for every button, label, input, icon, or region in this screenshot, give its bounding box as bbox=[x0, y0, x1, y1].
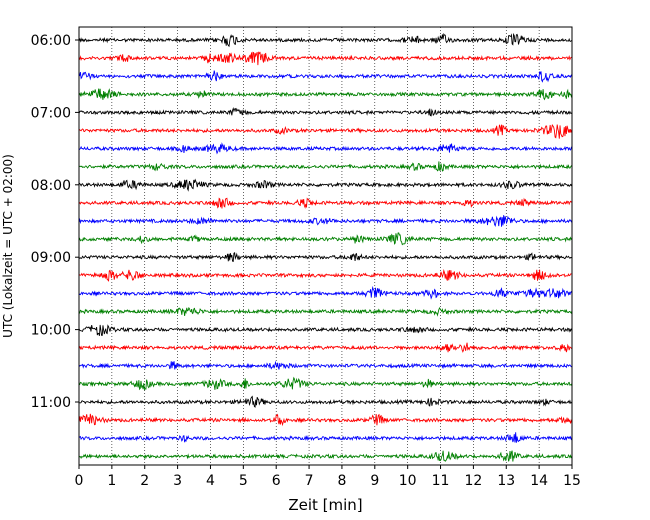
trace-0900 bbox=[78, 251, 573, 263]
grid-lines bbox=[111, 27, 540, 465]
x-tick-label: 12 bbox=[464, 473, 482, 489]
trace-0645 bbox=[78, 88, 573, 101]
x-tick-label: 5 bbox=[239, 473, 248, 489]
x-ticks: 0 1 2 3 4 5 6 7 8 9 10 11 12 13 14 15 bbox=[75, 465, 581, 489]
trace-1000 bbox=[78, 324, 573, 336]
x-tick-label: 11 bbox=[432, 473, 450, 489]
x-tick-label: 13 bbox=[497, 473, 515, 489]
trace-0915 bbox=[78, 268, 573, 282]
x-tick-label: 15 bbox=[563, 473, 581, 489]
x-tick-label: 2 bbox=[140, 473, 149, 489]
x-tick-label: 7 bbox=[305, 473, 314, 489]
trace-0815 bbox=[78, 197, 573, 209]
trace-0745 bbox=[78, 161, 573, 172]
y-tick-label: 08:00 bbox=[31, 178, 71, 194]
trace-0945 bbox=[78, 306, 573, 317]
plot-frame bbox=[78, 26, 573, 466]
trace-0715 bbox=[78, 124, 573, 139]
y-tick-label: 07:00 bbox=[31, 105, 71, 121]
x-tick-label: 3 bbox=[173, 473, 182, 489]
y-ticks: 06:00 07:00 08:00 09:00 10:00 11:00 bbox=[31, 33, 79, 411]
trace-0700 bbox=[78, 107, 573, 117]
trace-0845 bbox=[78, 232, 573, 246]
trace-1030 bbox=[78, 360, 573, 370]
trace-0800 bbox=[78, 178, 573, 192]
trace-0930 bbox=[78, 285, 573, 300]
trace-0830 bbox=[78, 215, 573, 227]
trace-1015 bbox=[78, 342, 573, 353]
trace-lines bbox=[78, 32, 573, 462]
y-tick-label: 09:00 bbox=[31, 250, 71, 266]
x-tick-label: 10 bbox=[399, 473, 417, 489]
trace-1115 bbox=[78, 413, 573, 427]
trace-1130 bbox=[78, 432, 573, 443]
x-tick-label: 8 bbox=[337, 473, 346, 489]
trace-0615 bbox=[78, 51, 573, 66]
trace-1100 bbox=[78, 395, 573, 408]
y-tick-label: 11:00 bbox=[31, 395, 71, 411]
x-tick-label: 4 bbox=[206, 473, 215, 489]
x-tick-label: 6 bbox=[272, 473, 281, 489]
x-tick-label: 1 bbox=[107, 473, 116, 489]
trace-0730 bbox=[78, 142, 573, 155]
trace-1045 bbox=[78, 376, 573, 391]
y-tick-label: 06:00 bbox=[31, 33, 71, 49]
x-tick-label: 14 bbox=[530, 473, 548, 489]
trace-0630 bbox=[79, 70, 573, 83]
trace-0600 bbox=[78, 32, 573, 48]
x-tick-label: 9 bbox=[370, 473, 379, 489]
trace-1145 bbox=[78, 450, 573, 462]
y-axis-label: UTC (Lokalzeit = UTC + 02:00) bbox=[1, 154, 15, 338]
y-tick-label: 10:00 bbox=[31, 323, 71, 339]
x-tick-label: 0 bbox=[75, 473, 84, 489]
x-axis-label: Zeit [min] bbox=[288, 496, 362, 514]
